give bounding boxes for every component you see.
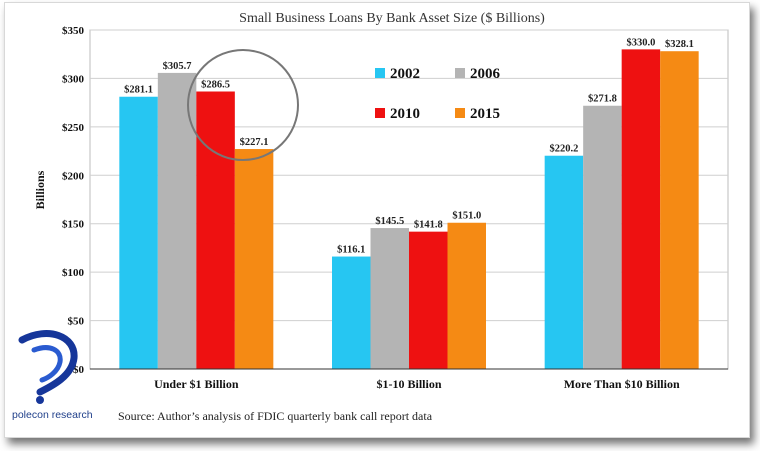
bar-2002: [119, 96, 158, 370]
data-label: $330.0: [626, 37, 655, 48]
data-label: $145.5: [375, 216, 404, 227]
legend-label: 2002: [390, 66, 420, 82]
y-tick-label: $150: [62, 219, 85, 231]
highlight-circle: [187, 49, 299, 161]
y-tick-label: $350: [62, 25, 85, 37]
bar-2002: [332, 256, 371, 369]
data-label: $220.2: [549, 144, 578, 155]
brand-name: polecon research: [12, 409, 93, 421]
data-label: $305.7: [163, 61, 192, 72]
data-label: $227.1: [240, 137, 269, 148]
data-label: $141.8: [414, 220, 443, 231]
logo-dot: [36, 396, 44, 404]
bar-2006: [370, 228, 409, 369]
data-label: $286.5: [201, 80, 230, 91]
legend-swatch-2002: [375, 68, 385, 78]
logo-swoosh-outer: [18, 330, 78, 396]
bar-2006: [583, 105, 622, 370]
legend-swatch-2015: [455, 108, 465, 118]
y-tick-label: $250: [62, 122, 85, 134]
bar-2015: [660, 51, 699, 369]
y-tick-label: $300: [62, 73, 85, 85]
category-labels: Under $1 Billion $1-10 Billion More Than $…: [154, 377, 680, 391]
data-label: $151.0: [452, 211, 481, 222]
category-label: $1-10 Billion: [376, 377, 441, 391]
y-axis-label: Billions: [33, 170, 47, 209]
bar-2006: [157, 72, 197, 369]
bar-2015: [447, 222, 486, 369]
bar-2015: [234, 149, 274, 369]
category-label: More Than $10 Billion: [564, 377, 680, 391]
data-label: $281.1: [124, 85, 153, 96]
legend-label: 2010: [390, 106, 420, 122]
chart-title: Small Business Loans By Bank Asset Size …: [239, 11, 545, 26]
data-labels: $281.1 $305.7 $286.5 $227.1 $116.1 $145.5 $141…: [124, 37, 694, 255]
bar-2010: [621, 49, 661, 369]
bars: [119, 49, 699, 370]
legend: 2002 2006 2010 2015: [375, 66, 501, 122]
y-tick-label: $100: [62, 267, 85, 279]
brand-logo: [18, 330, 78, 404]
legend-label: 2015: [470, 106, 500, 122]
y-tick-label: $0: [73, 364, 85, 376]
bar-2010: [196, 91, 235, 370]
bar-2002: [544, 155, 584, 369]
data-label: $116.1: [337, 245, 365, 256]
data-label: $328.1: [665, 39, 694, 50]
bar-2010: [409, 231, 448, 369]
logo-swoosh-inner: [31, 345, 63, 383]
data-label: $271.8: [588, 94, 617, 105]
legend-swatch-2006: [455, 68, 465, 78]
y-axis-ticks: $0 $50 $100 $150 $200 $250 $300 $350: [62, 25, 85, 376]
y-tick-label: $50: [68, 316, 85, 328]
legend-swatch-2010: [375, 108, 385, 118]
y-tick-label: $200: [62, 170, 85, 182]
category-label: Under $1 Billion: [154, 377, 239, 391]
legend-label: 2006: [470, 66, 501, 82]
source-note: Source: Author’s analysis of FDIC quarte…: [118, 409, 433, 423]
